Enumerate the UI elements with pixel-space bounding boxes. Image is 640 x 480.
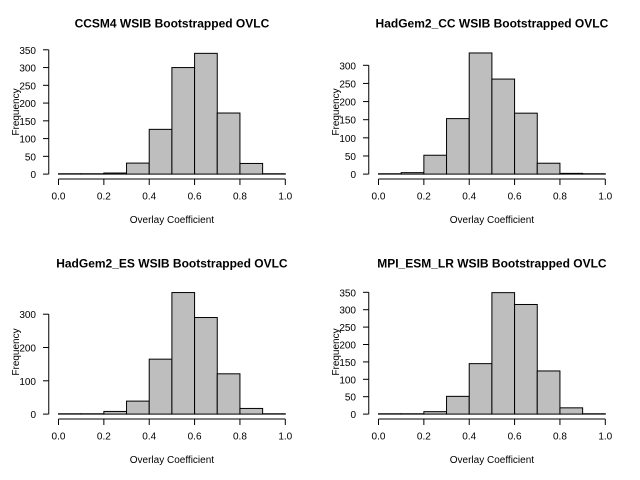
svg-text:0.6: 0.6	[508, 192, 522, 203]
svg-text:MPI_ESM_LR WSIB Bootstrapped O: MPI_ESM_LR WSIB Bootstrapped OVLC	[377, 256, 607, 270]
svg-text:100: 100	[19, 135, 36, 146]
svg-text:0.8: 0.8	[233, 192, 247, 203]
svg-text:0: 0	[350, 410, 356, 421]
svg-text:Overlay Coefficient: Overlay Coefficient	[450, 455, 535, 466]
svg-text:200: 200	[19, 99, 36, 110]
svg-text:HadGem2_ES WSIB Bootstrapped O: HadGem2_ES WSIB Bootstrapped OVLC	[56, 256, 288, 270]
svg-text:CCSM4 WSIB Bootstrapped OVLC: CCSM4 WSIB Bootstrapped OVLC	[75, 16, 270, 30]
svg-text:350: 350	[339, 288, 356, 299]
svg-text:Frequency: Frequency	[11, 328, 22, 375]
svg-text:150: 150	[339, 116, 356, 127]
svg-text:50: 50	[345, 393, 357, 404]
svg-text:300: 300	[339, 306, 356, 317]
svg-text:200: 200	[339, 98, 356, 109]
svg-text:0: 0	[30, 410, 36, 421]
svg-text:100: 100	[339, 134, 356, 145]
svg-text:150: 150	[339, 358, 356, 369]
svg-text:0.2: 0.2	[417, 192, 431, 203]
svg-text:1.0: 1.0	[598, 192, 612, 203]
svg-text:0.8: 0.8	[553, 432, 567, 443]
svg-text:250: 250	[339, 323, 356, 334]
svg-text:250: 250	[19, 81, 36, 92]
svg-text:0: 0	[350, 170, 356, 181]
svg-text:Frequency: Frequency	[11, 88, 22, 135]
svg-text:200: 200	[19, 344, 36, 355]
svg-text:150: 150	[19, 117, 36, 128]
svg-text:0.6: 0.6	[508, 432, 522, 443]
svg-text:300: 300	[19, 310, 36, 321]
svg-text:Frequency: Frequency	[331, 88, 342, 135]
svg-text:0.6: 0.6	[188, 192, 202, 203]
svg-text:0.4: 0.4	[142, 192, 156, 203]
svg-text:Overlay Coefficient: Overlay Coefficient	[450, 215, 535, 226]
svg-text:350: 350	[19, 46, 36, 57]
svg-text:HadGem2_CC WSIB Bootstrapped O: HadGem2_CC WSIB Bootstrapped OVLC	[376, 16, 609, 30]
svg-text:300: 300	[339, 61, 356, 72]
svg-text:100: 100	[19, 377, 36, 388]
svg-text:0: 0	[30, 170, 36, 181]
svg-text:0.4: 0.4	[142, 432, 156, 443]
svg-text:300: 300	[19, 64, 36, 75]
svg-text:0.0: 0.0	[372, 432, 386, 443]
svg-text:100: 100	[339, 375, 356, 386]
svg-text:0.0: 0.0	[52, 192, 66, 203]
svg-text:Frequency: Frequency	[331, 328, 342, 375]
svg-text:50: 50	[25, 152, 37, 163]
svg-text:1.0: 1.0	[598, 432, 612, 443]
svg-text:Overlay Coefficient: Overlay Coefficient	[130, 455, 215, 466]
svg-text:0.0: 0.0	[52, 432, 66, 443]
svg-text:200: 200	[339, 341, 356, 352]
svg-text:0.8: 0.8	[553, 192, 567, 203]
svg-text:0.8: 0.8	[233, 432, 247, 443]
svg-text:0.4: 0.4	[462, 432, 476, 443]
svg-text:1.0: 1.0	[278, 432, 292, 443]
svg-text:250: 250	[339, 79, 356, 90]
svg-text:0.2: 0.2	[97, 432, 111, 443]
svg-text:0.4: 0.4	[462, 192, 476, 203]
svg-text:50: 50	[345, 152, 357, 163]
svg-text:0.6: 0.6	[188, 432, 202, 443]
svg-text:Overlay Coefficient: Overlay Coefficient	[130, 215, 215, 226]
svg-text:0.2: 0.2	[97, 192, 111, 203]
svg-text:1.0: 1.0	[278, 192, 292, 203]
svg-text:0.2: 0.2	[417, 432, 431, 443]
svg-text:0.0: 0.0	[372, 192, 386, 203]
